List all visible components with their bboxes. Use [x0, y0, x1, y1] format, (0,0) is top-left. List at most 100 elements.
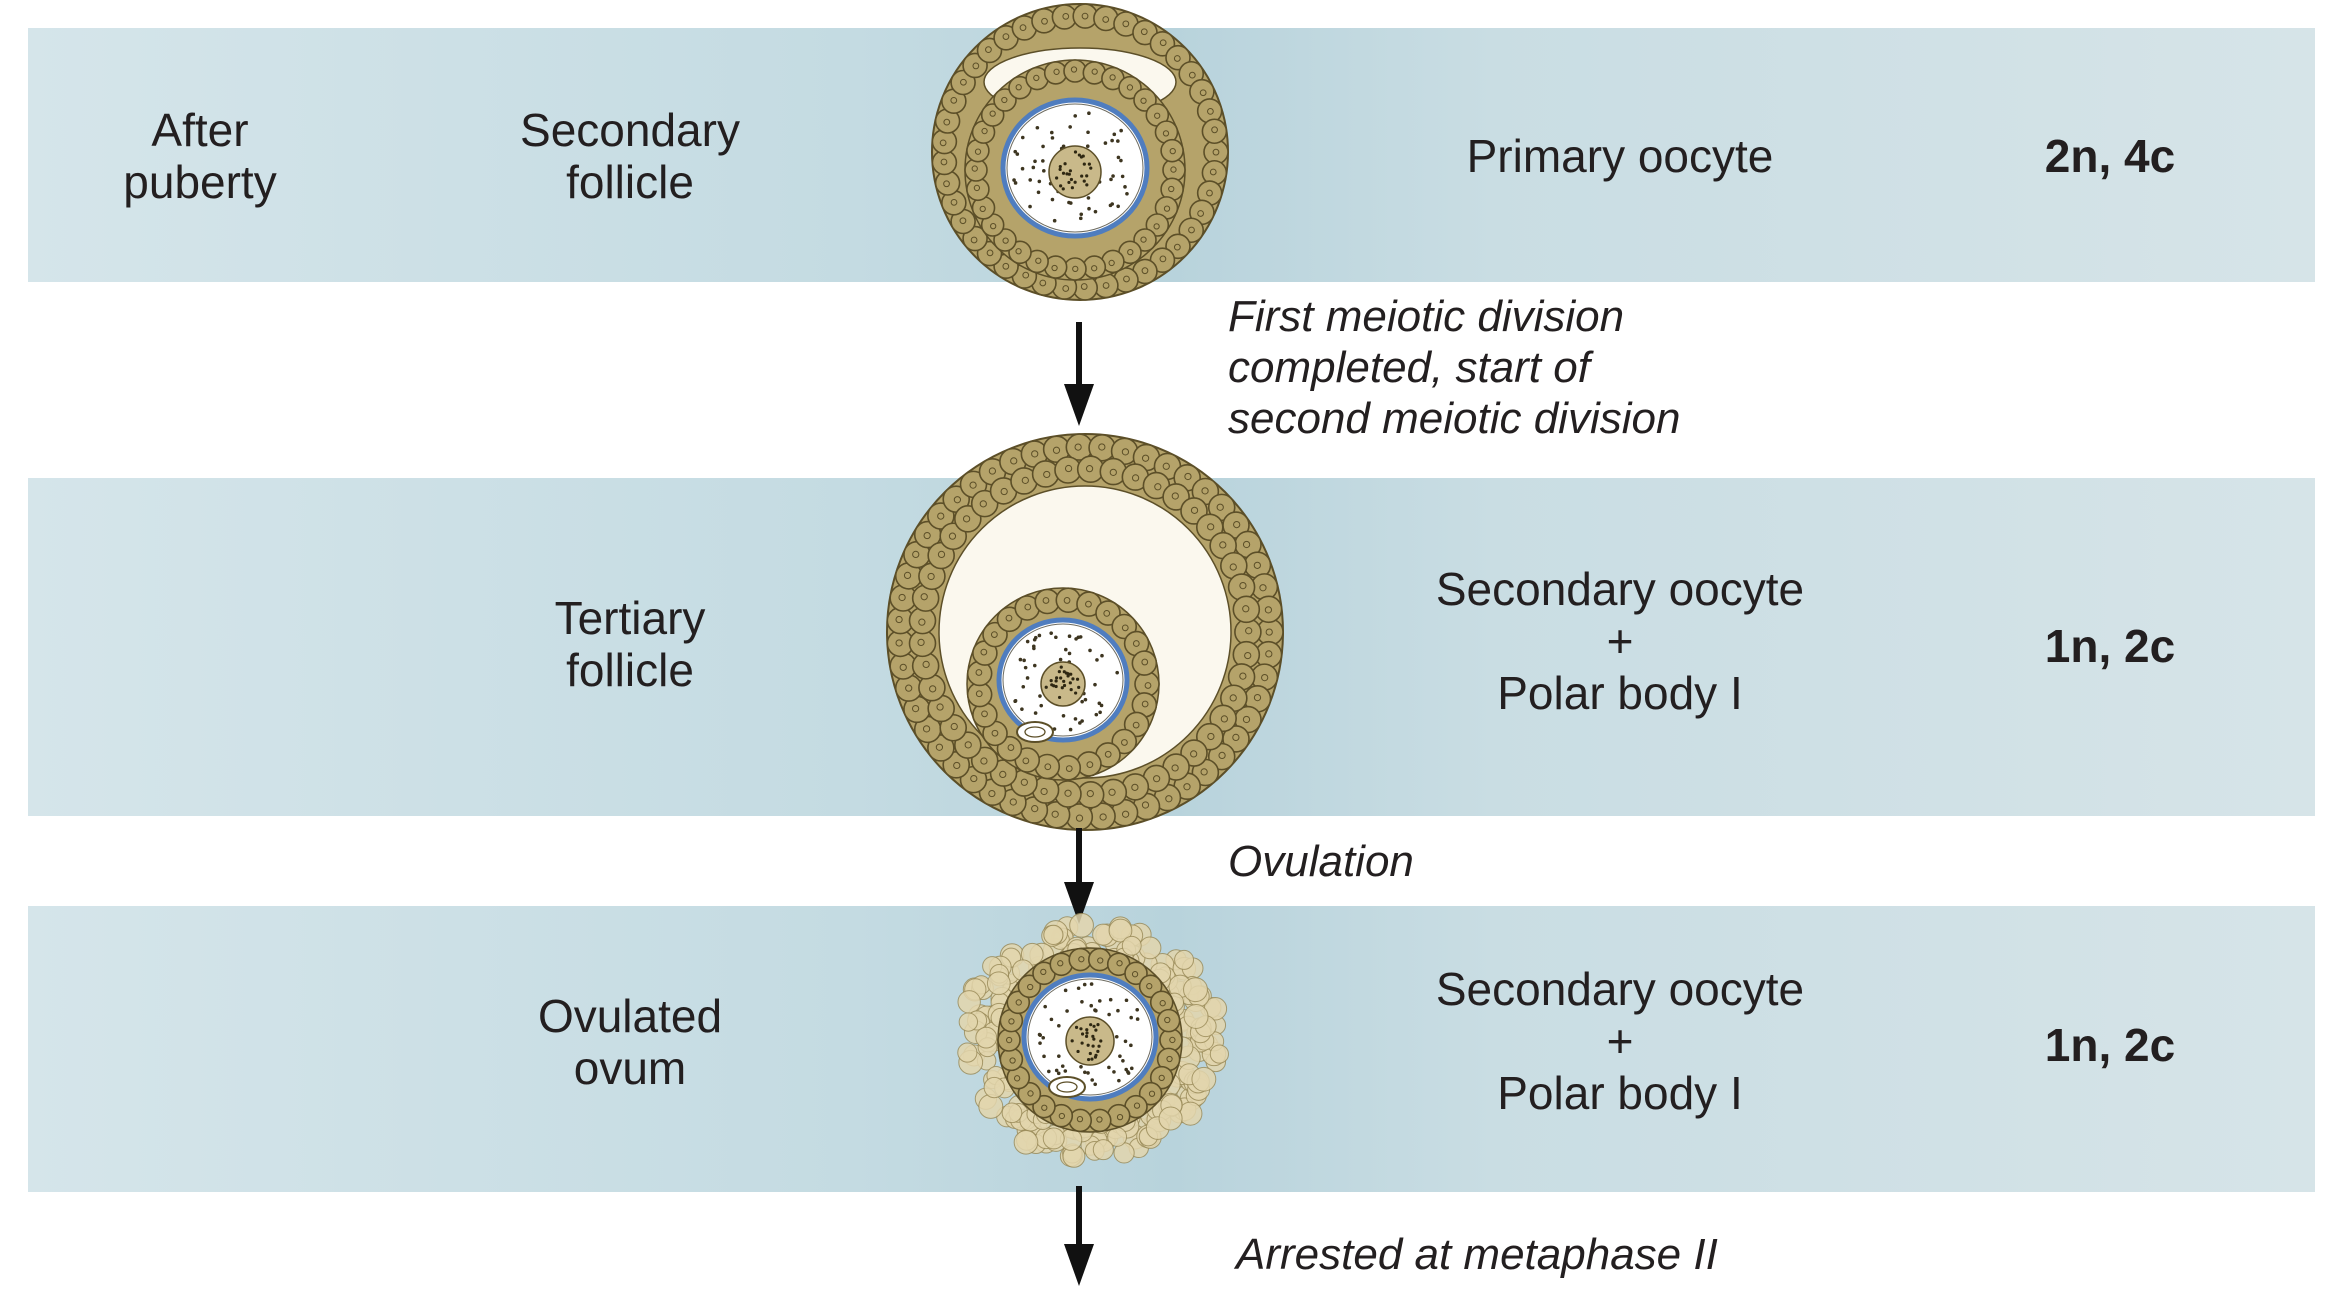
- ovulated-chromatin: [1097, 1044, 1101, 1048]
- ovulated-yolk-granule: [1108, 997, 1113, 1002]
- granulosa-cell-nucleus: [1197, 210, 1204, 217]
- secondary-chromatin: [1066, 674, 1070, 678]
- granulosa-cell-nucleus: [1022, 271, 1030, 279]
- ovulated-yolk-granule: [1107, 1012, 1111, 1017]
- granulosa-cell-nucleus: [899, 663, 907, 671]
- granulosa-cell-nucleus: [1212, 148, 1220, 156]
- corona-cell: [1156, 1008, 1181, 1033]
- corona-cell-nucleus: [1131, 971, 1139, 978]
- corona-cell-nucleus: [1008, 1018, 1015, 1025]
- granulosa-cell-nucleus: [950, 722, 958, 731]
- granulosa-cell-nucleus: [1265, 628, 1273, 636]
- secondary-chromatin: [1074, 691, 1078, 695]
- ovulated-yolk-granule: [1060, 1064, 1065, 1068]
- corona-cell-nucleus: [1097, 957, 1104, 964]
- ovulated-yolk-granule: [1090, 1078, 1095, 1082]
- granulosa-cell-nucleus: [923, 531, 931, 540]
- ovulated-yolk-granule: [1057, 1054, 1061, 1058]
- granulosa-cell-nucleus: [940, 158, 948, 166]
- granulosa-cell-nucleus: [1039, 279, 1047, 287]
- primary-chromatin: [1055, 176, 1059, 180]
- granulosa-cell: [1054, 780, 1082, 808]
- secondary-chromatin: [1062, 679, 1066, 683]
- primary-chromatin: [1067, 180, 1071, 185]
- granulosa-cell: [1055, 587, 1082, 613]
- primary-chromatin: [1058, 167, 1062, 172]
- ovulated-chromatin: [1091, 1044, 1095, 1048]
- down-arrow-icon: [1064, 322, 1094, 426]
- granulosa-cell-nucleus: [1219, 541, 1227, 549]
- secondary-yolk-granule: [1063, 647, 1068, 652]
- ploidy-label-row-3: 1n, 2c: [2044, 1019, 2176, 1071]
- corona-cell-nucleus: [1027, 983, 1034, 991]
- granulosa-cell-nucleus: [964, 741, 972, 749]
- secondary-yolk-granule: [1073, 717, 1078, 721]
- granulosa-cell-nucleus: [929, 685, 937, 693]
- primary-yolk-granule: [1116, 139, 1120, 143]
- granulosa-cell-nucleus: [1163, 205, 1171, 212]
- secondary-chromatin: [1071, 677, 1075, 681]
- secondary-yolk-granule: [1032, 637, 1037, 642]
- granulosa-cell-nucleus: [1062, 12, 1070, 20]
- secondary-yolk-granule: [1068, 727, 1073, 732]
- ovulated-yolk-granule: [1043, 1004, 1047, 1009]
- corona-cell-nucleus: [1096, 1116, 1103, 1123]
- primary-yolk-granule: [1013, 149, 1018, 154]
- primary-yolk-granule: [1110, 138, 1114, 143]
- granulosa-cell-nucleus: [1216, 503, 1224, 511]
- secondary-yolk-granule: [1058, 657, 1063, 662]
- corona-cell-nucleus: [1057, 960, 1064, 967]
- primary-yolk-granule: [1085, 144, 1090, 149]
- granulosa-cell-nucleus: [935, 743, 944, 751]
- ploidy-label-row-2: 1n, 2c: [2044, 620, 2176, 672]
- ovulated-yolk-granule: [1129, 1043, 1133, 1048]
- granulosa-cell-nucleus: [1000, 487, 1008, 496]
- primary-nucleus: [1048, 145, 1102, 199]
- granulosa-cell-nucleus: [1141, 801, 1150, 809]
- granulosa-cell-nucleus: [1081, 12, 1089, 20]
- granulosa-cell-nucleus: [1070, 66, 1078, 73]
- ovulated-yolk-granule: [1056, 1071, 1061, 1076]
- primary-chromatin: [1085, 183, 1089, 187]
- ovulated-yolk-granule: [1116, 1008, 1120, 1013]
- granulosa-cell-nucleus: [1065, 765, 1073, 772]
- secondary-yolk-granule: [1083, 697, 1088, 702]
- granulosa-cell: [927, 734, 955, 762]
- granulosa-cell-nucleus: [1168, 185, 1175, 193]
- granulosa-cell-nucleus: [1121, 448, 1130, 456]
- ovulated-chromatin: [1092, 1024, 1096, 1028]
- primary-yolk-granule: [1042, 169, 1046, 173]
- granulosa-cell-nucleus: [1053, 68, 1060, 75]
- ovulated-yolk-granule: [1121, 1058, 1125, 1063]
- granulosa-cell-nucleus: [1042, 597, 1050, 604]
- ovulated-yolk-granule: [1123, 1039, 1128, 1044]
- granulosa-cell-nucleus: [970, 774, 978, 783]
- corona-cell-nucleus: [1116, 960, 1123, 967]
- granulosa-cell-nucleus: [1007, 744, 1015, 751]
- granulosa-cell-nucleus: [1099, 813, 1107, 821]
- secondary-yolk-granule: [1061, 714, 1066, 718]
- ovulated-yolk-granule: [1117, 1078, 1121, 1083]
- secondary-yolk-granule: [1020, 707, 1024, 711]
- ovulated-chromatin: [1096, 1049, 1100, 1053]
- granulosa-cell-nucleus: [1239, 672, 1247, 680]
- primary-chromatin: [1089, 166, 1093, 170]
- granulosa-cell-nucleus: [990, 222, 997, 230]
- granulosa-cell-nucleus: [905, 684, 913, 692]
- granulosa-cell-nucleus: [1062, 285, 1070, 292]
- granulosa-cell-nucleus: [1121, 810, 1130, 818]
- granulosa-cell-nucleus: [1239, 581, 1247, 590]
- ovulated-yolk-granule: [1063, 988, 1068, 993]
- cumulus-cell: [975, 1026, 998, 1049]
- ovulated-yolk-granule: [1093, 1082, 1097, 1087]
- ovulated-yolk-granule: [1107, 1065, 1111, 1070]
- secondary-chromatin: [1052, 684, 1056, 688]
- granulosa-cell-nucleus: [971, 165, 978, 172]
- secondary-yolk-granule: [1021, 684, 1026, 689]
- granulosa-cell-nucleus: [1131, 783, 1139, 791]
- secondary-yolk-granule: [1098, 710, 1102, 715]
- granulosa-cell-nucleus: [1041, 17, 1048, 25]
- primary-yolk-granule: [1015, 152, 1020, 156]
- granulosa-cell-nucleus: [1103, 610, 1111, 617]
- primary-yolk-granule: [1112, 132, 1117, 137]
